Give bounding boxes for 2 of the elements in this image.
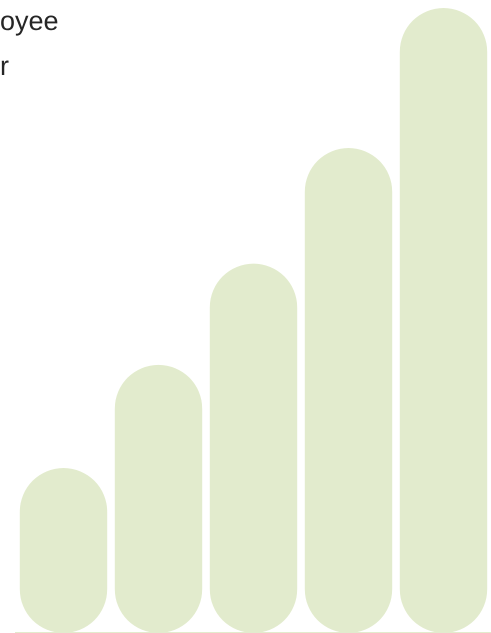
annotation: oyee: [0, 6, 59, 36]
text: r: [0, 51, 9, 81]
